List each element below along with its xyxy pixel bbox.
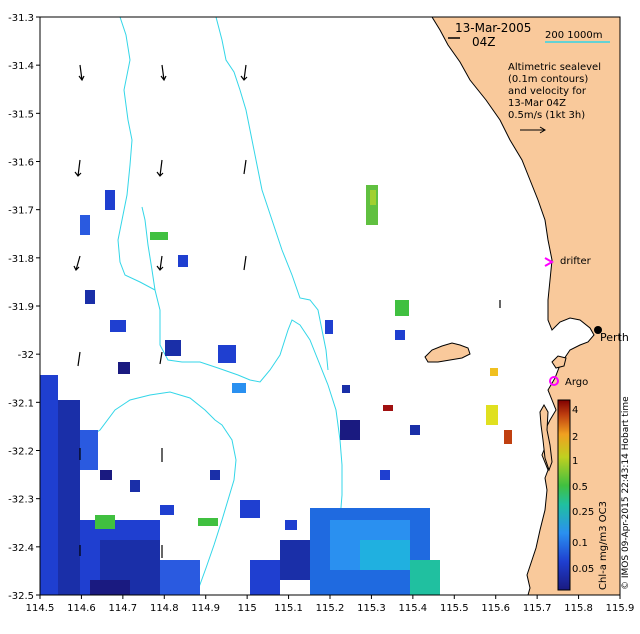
drifter-marker[interactable]: [544, 257, 555, 267]
y-tick-label: -31.6: [8, 158, 34, 169]
y-tick-label: -32.2: [8, 447, 34, 458]
x-tick-label: 115.3: [357, 603, 386, 614]
x-tick-label: 115.6: [481, 603, 510, 614]
x-tick-label: 114.5: [26, 603, 55, 614]
x-tick-label: 115.9: [606, 603, 635, 614]
x-tick-label: 115.2: [316, 603, 345, 614]
y-axis: -31.3 -31.4 -31.5 -31.6 -31.7 -31.8 -31.9 -32 -3…: [8, 13, 40, 602]
x-tick-label: 114.7: [109, 603, 138, 614]
x-tick-label: 115.1: [274, 603, 303, 614]
y-tick-label: -31.8: [8, 254, 34, 265]
svg-text:0.5m/s (1kt 3h): 0.5m/s (1kt 3h): [508, 110, 585, 121]
y-tick-label: -32.5: [8, 591, 34, 602]
perth-marker[interactable]: [594, 326, 602, 334]
svg-text:13-Mar 04Z: 13-Mar 04Z: [508, 98, 566, 109]
perth-label: Perth: [600, 331, 629, 344]
y-tick-label: -31.4: [8, 61, 34, 72]
y-tick-label: -32.4: [8, 543, 34, 554]
garden-island: [539, 403, 553, 472]
scale-label: 200 1000m: [545, 30, 602, 41]
rottnest-island: [424, 342, 471, 363]
y-tick-label: -31.3: [8, 13, 34, 24]
time-label: 04Z: [472, 35, 496, 49]
svg-text:and velocity for: and velocity for: [508, 86, 587, 97]
x-tick-label: 114.6: [67, 603, 96, 614]
svg-text:4: 4: [572, 405, 578, 416]
svg-text:(0.1m contours): (0.1m contours): [508, 74, 588, 85]
x-tick-label: 115.4: [399, 603, 428, 614]
y-tick-label: -31.9: [8, 302, 34, 313]
x-tick-label: 114.9: [191, 603, 220, 614]
land-western-australia: [431, 17, 620, 595]
drifter-label: drifter: [560, 256, 592, 267]
altimetry-legend: Altimetric sealevel (0.1m contours) and …: [508, 62, 601, 134]
x-axis: 114.5 114.6 114.7 114.8 114.9 115 115.1 115.2 11…: [26, 595, 635, 614]
isobath-line: [215, 17, 329, 371]
svg-text:0.25: 0.25: [572, 507, 594, 518]
x-tick-label: 115: [238, 603, 257, 614]
x-tick-label: 115.5: [440, 603, 469, 614]
isobath-line: [117, 17, 343, 595]
y-tick-label: -32: [18, 350, 34, 361]
credit-text: © IMOS 09-Apr-2015 22:43:14 Hobart time: [621, 396, 631, 590]
small-island: [551, 355, 567, 369]
y-tick-label: -32.1: [8, 398, 34, 409]
colorbar-ticks: 4 2 1 0.5 0.25 0.1 0.05: [572, 405, 594, 575]
svg-text:0.5: 0.5: [572, 482, 588, 493]
y-tick-label: -31.7: [8, 206, 34, 217]
y-tick-label: -31.5: [8, 109, 34, 120]
svg-text:1: 1: [572, 456, 578, 467]
x-tick-label: 114.8: [150, 603, 179, 614]
chlorophyll-colorbar: [557, 399, 571, 591]
svg-text:Altimetric sealevel: Altimetric sealevel: [508, 62, 601, 73]
chlorophyll-patches: [40, 185, 512, 595]
x-tick-label: 115.8: [564, 603, 593, 614]
svg-text:0.05: 0.05: [572, 564, 594, 575]
velocity-arrows: [73, 64, 501, 558]
y-tick-label: -32.3: [8, 495, 34, 506]
x-tick-label: 115.7: [523, 603, 552, 614]
argo-marker[interactable]: [549, 376, 559, 386]
colorbar-title: Chl-a mg/m3 OC3: [598, 501, 609, 590]
svg-text:0.1: 0.1: [572, 538, 588, 549]
svg-text:2: 2: [572, 432, 578, 443]
date-label: 13-Mar-2005: [455, 21, 531, 35]
isobath-line: [141, 206, 156, 291]
argo-label: Argo: [565, 377, 588, 388]
